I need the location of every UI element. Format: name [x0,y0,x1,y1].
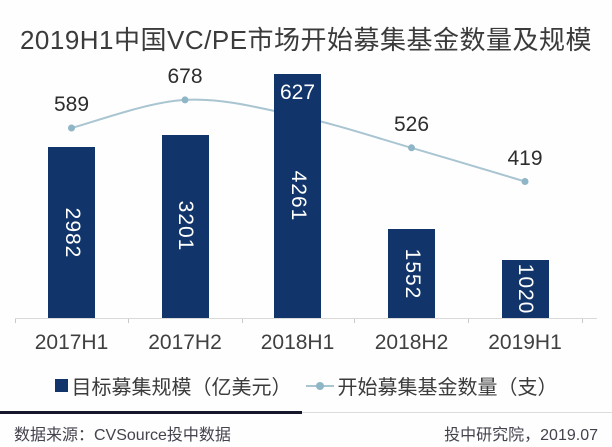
bar-value-label-2018H2: 1552 [400,248,424,299]
x-axis-tick [354,319,356,323]
bar-value-label-2018H1: 4261 [286,170,310,222]
chart-title: 2019H1中国VC/PE市场开始募集基金数量及规模 [19,25,593,55]
bar-2018H2 [388,229,435,318]
data-source-text: 数据来源：CVSource投中数据 [14,427,231,444]
line-marker-2017H1 [68,124,75,132]
x-axis-tick [468,319,470,323]
bar-2017H2 [161,134,209,318]
bar-2017H1 [48,147,95,318]
legend-item-bar-series: 目标募集规模（亿美元） [54,371,292,400]
footer: 数据来源：CVSource投中数据 投中研究院，2019.07 [14,421,598,445]
bar-series-swatch-icon [54,379,68,392]
bar-2018H1 [274,74,321,318]
x-axis-label-2017H1: 2017H1 [34,331,109,354]
legend-item-line-series: 开始募集基金数量（支） [305,371,558,400]
footer-divider-light [0,412,612,413]
bar-2019H1 [501,259,549,318]
x-axis-tick [14,319,16,323]
line-value-label-2018H1: 627 [279,80,316,104]
legend: 目标募集规模（亿美元） 开始募集基金数量（支） [0,371,612,400]
line-marker-2018H2 [408,144,415,152]
line-marker-2019H1 [521,178,529,186]
bar-value-label-2017H2: 3201 [174,201,197,252]
footer-divider-dark [0,411,302,414]
line-value-label-2018H2: 526 [393,112,430,136]
line-value-label-2017H2: 678 [167,64,203,88]
x-axis-line [15,318,597,319]
x-axis-label-2019H1: 2019H1 [488,331,562,354]
x-axis-label-2018H1: 2018H1 [260,331,335,354]
x-axis-label-2017H2: 2017H2 [148,331,222,354]
credit-text: 投中研究院，2019.07 [444,427,598,444]
bar-value-label-2017H1: 2982 [60,207,84,259]
x-axis-label-2018H2: 2018H2 [374,331,449,354]
bar-series-legend-label: 目标募集规模（亿美元） [71,377,292,399]
x-axis-tick [581,319,583,323]
line-series-legend-label: 开始募集基金数量（支） [337,377,558,399]
line-value-label-2019H1: 419 [507,146,543,170]
line-value-label-2017H1: 589 [53,92,90,116]
x-axis-tick [241,319,243,323]
bar-value-label-2019H1: 1020 [514,263,537,315]
x-axis-tick [128,319,130,323]
line-marker-2017H2 [181,96,189,104]
line-series-marker-icon [305,379,334,392]
